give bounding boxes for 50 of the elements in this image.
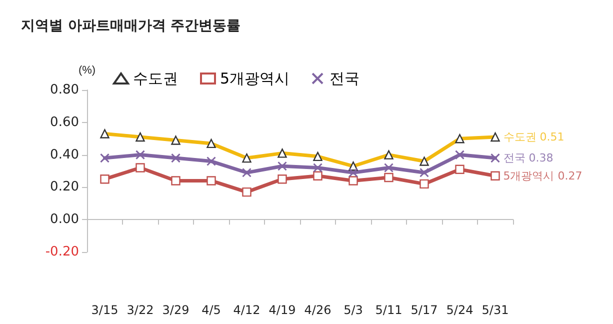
x-tick-label: 4/12 bbox=[233, 303, 260, 317]
point bbox=[348, 176, 358, 186]
point bbox=[313, 171, 322, 180]
point bbox=[490, 153, 500, 163]
point bbox=[278, 161, 287, 171]
legend-label: 수도권 bbox=[133, 70, 178, 88]
point bbox=[490, 171, 500, 180]
point bbox=[348, 168, 358, 178]
point bbox=[206, 156, 216, 166]
x-tick-label: 3/29 bbox=[162, 303, 190, 317]
y-tick-label: 0.40 bbox=[50, 147, 79, 162]
point bbox=[136, 163, 145, 172]
x-tick-label: 3/15 bbox=[91, 303, 118, 317]
chart-title: 지역별 아파트매매가격 주간변동률 bbox=[21, 18, 241, 34]
x-tick-label: 3/22 bbox=[126, 303, 154, 317]
x-tick-label: 5/24 bbox=[446, 303, 474, 317]
point bbox=[384, 172, 394, 182]
point bbox=[171, 153, 180, 163]
annotation: 5개광역시 0.27 bbox=[503, 169, 582, 182]
legend-label: 5개광역시 bbox=[220, 70, 290, 88]
point bbox=[100, 153, 110, 163]
point bbox=[171, 176, 180, 186]
y-tick-label: -0.20 bbox=[45, 244, 79, 260]
x-tick-label: 4/26 bbox=[304, 303, 332, 317]
point bbox=[242, 168, 252, 178]
point bbox=[455, 150, 464, 160]
point bbox=[455, 164, 464, 174]
x-tick-label: 5/11 bbox=[375, 303, 402, 317]
point bbox=[420, 179, 429, 189]
y-tick-label: 0.60 bbox=[50, 114, 79, 130]
y-tick-label: 0.20 bbox=[50, 180, 79, 195]
point bbox=[384, 163, 394, 173]
y-tick-label: 0.00 bbox=[50, 212, 79, 228]
y-tick-label: 0.80 bbox=[50, 82, 79, 98]
x-tick-label: 4/5 bbox=[202, 303, 221, 317]
point bbox=[313, 163, 322, 173]
annotation: 수도권 0.51 bbox=[503, 130, 564, 144]
point bbox=[100, 174, 110, 184]
point bbox=[420, 168, 429, 178]
annotation: 전국 0.38 bbox=[503, 152, 554, 165]
point bbox=[242, 187, 252, 197]
point bbox=[206, 176, 216, 186]
x-tick-label: 5/3 bbox=[344, 303, 363, 317]
x-tick-label: 5/17 bbox=[410, 303, 438, 317]
x-tick-label: 4/19 bbox=[268, 303, 296, 317]
y-axis-title: (%) bbox=[78, 64, 96, 76]
x-tick-label: 5/31 bbox=[482, 303, 509, 317]
point bbox=[136, 150, 145, 160]
legend-label: 전국 bbox=[330, 70, 360, 88]
point bbox=[278, 174, 287, 184]
